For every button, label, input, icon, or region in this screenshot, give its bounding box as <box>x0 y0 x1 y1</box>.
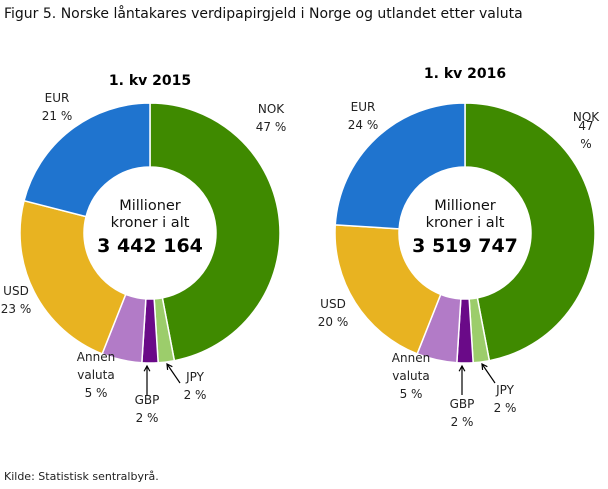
total: 3 519 747 <box>412 235 518 257</box>
arrow-head <box>481 362 488 371</box>
chart-title: 1. kv 2015 <box>108 73 192 89</box>
arrow-head <box>166 362 173 371</box>
slice-value: 21 % <box>41 109 73 123</box>
slice <box>23 102 151 218</box>
slice <box>334 102 466 230</box>
slice <box>19 199 127 355</box>
slice-value: 2 % <box>450 415 474 429</box>
figure-title: Figur 5. Norske låntakares verdipapirgje… <box>4 6 523 22</box>
arrow <box>481 363 496 384</box>
slice-label: Annen valuta <box>391 351 431 383</box>
center-text: Millioner kroner i alt <box>425 198 505 231</box>
slice <box>149 102 281 362</box>
slice-label: NOK <box>257 102 285 116</box>
slice-value: 24 % <box>347 118 379 132</box>
slice-label: JPY <box>496 383 514 397</box>
slice-value: 2 % <box>493 401 517 415</box>
slice-label: JPY <box>186 370 204 384</box>
total: 3 442 164 <box>97 235 203 257</box>
center-text: Millioner kroner i alt <box>110 198 190 231</box>
slice <box>334 224 442 355</box>
slice-value: 47 % <box>255 120 287 134</box>
slice-value: 5 % <box>399 387 423 401</box>
slice-label: GBP <box>449 397 475 411</box>
slice-value: 5 % <box>84 386 108 400</box>
slice-label: USD <box>320 297 346 311</box>
slice-label: NOK <box>572 110 600 124</box>
slice-label: Annen valuta <box>76 350 116 382</box>
arrow-head <box>458 364 466 372</box>
slice-label: GBP <box>134 393 160 407</box>
source: Kilde: Statistisk sentralbyrå. <box>4 470 159 483</box>
arrow <box>166 363 181 384</box>
arrow-head <box>143 364 151 372</box>
slice-value: 20 % <box>317 315 349 329</box>
slice-label: USD <box>3 284 29 298</box>
slice-label: EUR <box>44 91 70 105</box>
chart-title: 1. kv 2016 <box>423 66 507 82</box>
slice-value: 47 % <box>578 119 594 151</box>
slice-value: 2 % <box>183 388 207 402</box>
slice-value: 23 % <box>0 302 32 316</box>
slice <box>464 102 596 362</box>
slice-label: EUR <box>350 100 376 114</box>
slice-value: 2 % <box>135 411 159 425</box>
